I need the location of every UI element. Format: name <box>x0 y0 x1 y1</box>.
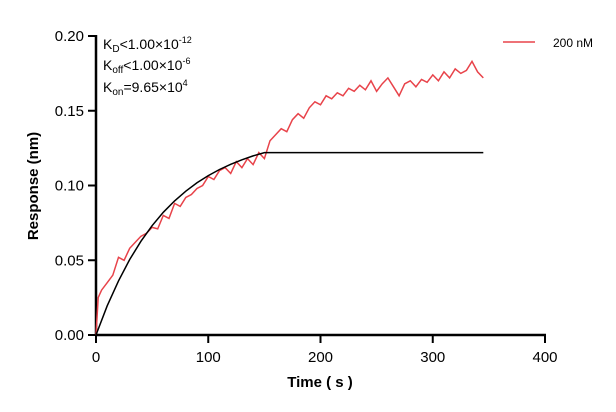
x-tick-label: 0 <box>92 349 100 366</box>
y-tick-label: 0.05 <box>55 252 84 269</box>
fit-curve <box>95 151 484 336</box>
x-tick-label: 400 <box>532 349 557 366</box>
kon-annotation: Kon=9.65×104 <box>103 78 188 98</box>
y-axis-title: Response (nm) <box>25 132 42 240</box>
koff-annotation: Koff<1.00×10-6 <box>103 56 190 76</box>
axes: 0 100 200 300 400 0.00 0.05 0.10 0.15 0.20 <box>55 28 558 366</box>
series-layer <box>95 59 484 336</box>
x-axis-title: Time ( s ) <box>287 374 353 391</box>
annotation-block: KD<1.00×10-12 Koff<1.00×10-6 Kon=9.65×10… <box>103 35 192 98</box>
y-tick-label: 0.00 <box>55 327 84 344</box>
kd-annotation: KD<1.00×10-12 <box>103 35 192 55</box>
y-tick-label: 0.20 <box>55 28 84 45</box>
legend: 200 nM <box>503 36 593 50</box>
series-line-200nm <box>95 59 484 336</box>
x-tick-label: 300 <box>420 349 445 366</box>
x-tick-label: 200 <box>308 349 333 366</box>
legend-label: 200 nM <box>553 36 593 50</box>
y-tick-label: 0.15 <box>55 103 84 120</box>
y-tick-label: 0.10 <box>55 178 84 195</box>
x-tick-label: 100 <box>196 349 221 366</box>
